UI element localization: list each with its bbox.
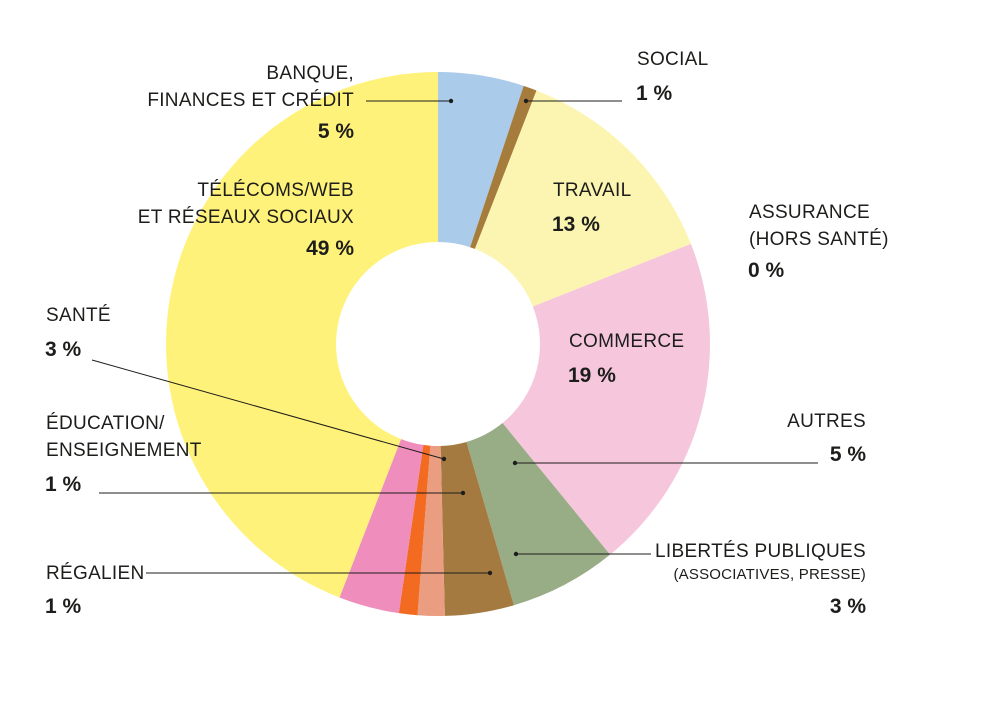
leader-lines <box>91 98 818 576</box>
label-telecoms-name: TÉLÉCOMS/WEB ET RÉSEAUX SOCIAUX <box>137 180 354 228</box>
slice-banque-finances-et-cr-dit <box>438 72 524 248</box>
label-travail-name: TRAVAIL <box>553 180 632 201</box>
label-libertes-pct: 3 % <box>829 595 866 618</box>
label-commerce-name: COMMERCE <box>569 331 685 352</box>
slice-sant <box>339 439 424 614</box>
leader-dot-regalien <box>487 570 493 576</box>
label-telecoms-pct: 49 % <box>306 237 354 260</box>
leader-dot-education <box>460 490 466 496</box>
leader-dot-banque <box>448 98 454 104</box>
label-assurance-pct: 0 % <box>748 259 785 282</box>
leader-dot-sante <box>441 456 447 462</box>
slice-t-l-coms-web-et-r-seaux-sociaux <box>166 72 439 598</box>
slice-commerce <box>502 243 711 555</box>
label-libertes-sub: (ASSOCIATIVES, PRESSE) <box>673 566 866 583</box>
label-regalien-name: RÉGALIEN <box>46 563 145 584</box>
label-travail-pct: 13 % <box>552 213 600 236</box>
label-banque-pct: 5 % <box>317 120 354 143</box>
label-commerce-pct: 19 % <box>568 364 616 387</box>
label-sante-name: SANTÉ <box>46 305 111 326</box>
label-sante-pct: 3 % <box>45 338 82 361</box>
label-banque-name: BANQUE, FINANCES ET CRÉDIT <box>147 63 354 111</box>
slice-autres <box>466 422 611 606</box>
slice-social <box>470 85 537 249</box>
slice-libert-s-publiques-associatives-presse <box>440 441 514 616</box>
leader-dot-social <box>523 98 529 104</box>
label-regalien-pct: 1 % <box>45 595 82 618</box>
leader-dot-libertes <box>513 551 519 557</box>
label-education-name: ÉDUCATION/ ENSEIGNEMENT <box>46 413 202 461</box>
label-autres-pct: 5 % <box>829 443 866 466</box>
leader-dot-autres <box>512 460 518 466</box>
label-libertes-name: LIBERTÉS PUBLIQUES <box>655 541 866 562</box>
label-autres-name: AUTRES <box>787 411 866 432</box>
label-assurance-name: ASSURANCE (HORS SANTÉ) <box>749 202 889 250</box>
donut-slices <box>166 72 711 617</box>
slice-travail <box>474 90 691 307</box>
label-social-name: SOCIAL <box>637 49 709 70</box>
label-education-pct: 1 % <box>45 473 82 496</box>
label-social-pct: 1 % <box>636 82 673 105</box>
leader-line-sante <box>91 359 445 460</box>
